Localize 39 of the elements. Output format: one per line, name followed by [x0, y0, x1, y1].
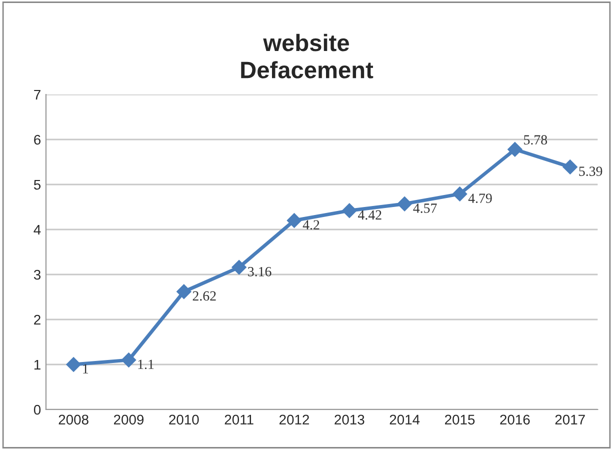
y-tick-label: 0	[34, 404, 41, 415]
x-tick-label: 2013	[334, 414, 364, 425]
x-tick-label: 2012	[279, 414, 309, 425]
x-tick-label: 2008	[58, 414, 88, 425]
y-tick-label: 4	[34, 224, 41, 235]
y-tick-label: 6	[34, 134, 41, 145]
data-label: 4.2	[302, 220, 320, 230]
data-label: 4.79	[468, 194, 492, 204]
point	[452, 186, 468, 202]
data-label: 3.16	[248, 267, 272, 276]
x-tick-label: 2014	[390, 414, 420, 425]
y-tick-label: 3	[34, 270, 41, 280]
point	[397, 196, 412, 212]
x-tick-label: 2010	[169, 414, 199, 425]
x-tick-label: 2009	[114, 414, 144, 425]
point	[232, 260, 246, 275]
data-label: 4.42	[358, 210, 382, 220]
point	[66, 357, 81, 372]
y-tick-label: 2	[34, 314, 40, 325]
point	[286, 213, 302, 228]
data-label: 2.62	[192, 291, 216, 301]
data-label: 5.78	[524, 135, 548, 145]
data-label: 4.57	[413, 204, 437, 213]
y-tick-label: 1	[34, 360, 40, 370]
x-tick-label: 2017	[555, 414, 585, 425]
x-tick-label: 2016	[500, 414, 530, 425]
point	[121, 352, 136, 368]
data-label: 1.1	[138, 360, 154, 370]
y-tick-label: 5	[34, 180, 41, 190]
point	[342, 203, 357, 218]
point	[508, 142, 522, 157]
y-tick-label: 7	[34, 90, 40, 100]
data-label: 1	[83, 364, 88, 374]
x-tick-label: 2011	[224, 414, 254, 425]
data-label: 5.39	[579, 166, 602, 176]
point	[562, 160, 578, 174]
point	[176, 284, 192, 299]
x-tick-label: 2015	[445, 414, 475, 425]
chart-title: website Defacement	[241, 34, 374, 78]
